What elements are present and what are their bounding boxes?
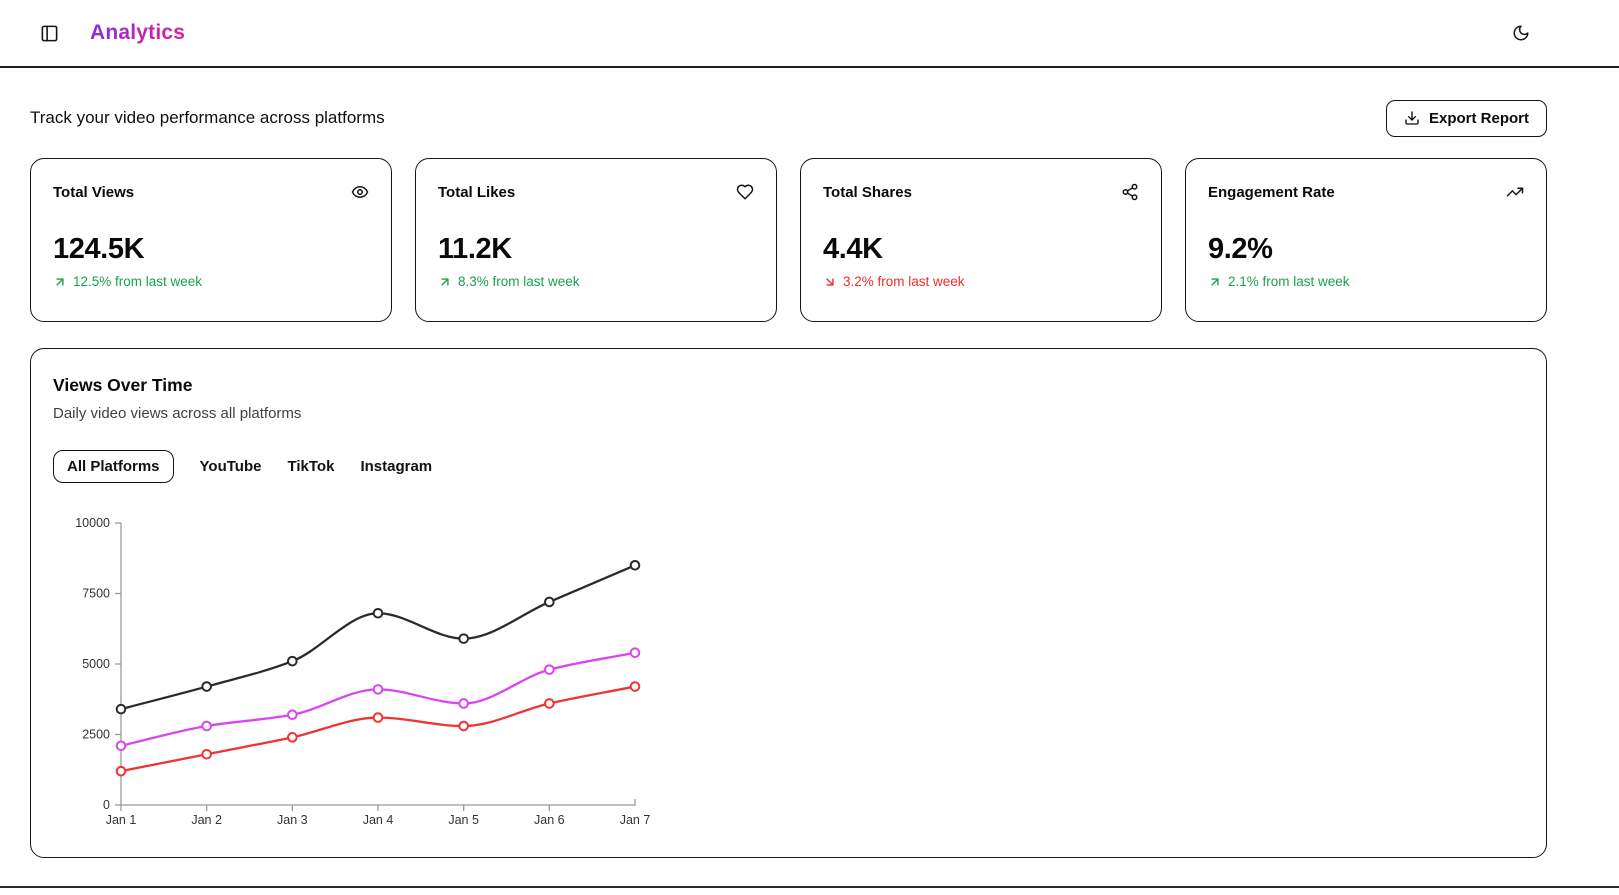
x-tick-label: Jan 4 — [363, 813, 394, 827]
export-report-label: Export Report — [1428, 109, 1529, 127]
stat-change: 3.2% from last week — [823, 274, 1139, 289]
arrow-down-right-icon — [826, 277, 834, 286]
download-icon — [1405, 111, 1419, 125]
page-description: Track your video performance across plat… — [30, 108, 385, 127]
stat-card-total-likes: Total Likes 11.2K 8.3% from last week — [415, 158, 777, 322]
chart-marker-black-series — [115, 703, 127, 715]
line-chart: 0 2500 5000 7500 10000 Jan 1 Jan 2 Jan 3 Jan 4 Ja… — [53, 505, 1524, 842]
tab-instagram[interactable]: Instagram — [360, 458, 433, 475]
moon-icon — [1513, 25, 1529, 41]
stat-title: Engagement Rate — [1208, 183, 1335, 201]
chart-marker-red-series — [458, 720, 469, 732]
chart-marker-red-series — [201, 748, 212, 760]
stat-change-label: 3.2% from last week — [843, 274, 965, 289]
tab-tiktok[interactable]: TikTok — [287, 458, 335, 475]
stat-value: 9.2% — [1208, 233, 1273, 265]
chart-marker-red-series — [372, 712, 384, 723]
chart-title: Views Over Time — [53, 375, 193, 395]
sidebar-toggle-button[interactable] — [32, 16, 66, 50]
chart-marker-magenta-series — [115, 740, 127, 752]
stat-title: Total Shares — [823, 183, 912, 201]
chart-marker-red-series — [544, 698, 555, 709]
app-header: Analytics — [0, 0, 1619, 68]
chart-marker-magenta-series — [201, 720, 212, 732]
y-tick-label: 0 — [103, 798, 110, 812]
x-tick-label: Jan 3 — [277, 813, 308, 827]
stat-change: 2.1% from last week — [1208, 274, 1524, 289]
stat-change-label: 8.3% from last week — [458, 274, 580, 289]
stats-row: Total Views 124.5K 12.5% from last week … — [30, 158, 1547, 322]
chart-marker-magenta-series — [372, 684, 384, 695]
chart-marker-magenta-series — [458, 698, 469, 709]
chart-marker-black-series — [629, 560, 641, 571]
chart-marker-red-series — [629, 681, 641, 692]
y-tick-label: 10000 — [75, 516, 110, 530]
chart-marker-magenta-series — [629, 647, 641, 659]
share-icon — [1122, 183, 1138, 201]
x-tick-label: Jan 2 — [191, 813, 222, 827]
stat-card-engagement-rate: Engagement Rate 9.2% 2.1% from last week — [1185, 158, 1547, 322]
chart-marker-red-series — [287, 732, 298, 743]
stat-change-label: 12.5% from last week — [73, 274, 203, 289]
chart-marker-black-series — [458, 633, 469, 644]
bottom-divider — [0, 886, 1619, 888]
chart-marker-magenta-series — [287, 709, 298, 721]
stat-change: 12.5% from last week — [53, 274, 369, 289]
views-line-chart-svg: 0 2500 5000 7500 10000 Jan 1 Jan 2 Jan 3 Jan 4 Ja… — [75, 516, 651, 827]
x-tick-label: Jan 5 — [448, 813, 479, 827]
chart-marker-black-series — [544, 596, 555, 608]
arrow-up-right-icon — [441, 277, 449, 286]
trending-up-icon — [1506, 187, 1524, 197]
heart-icon — [736, 184, 754, 200]
chart-marker-black-series — [287, 655, 298, 667]
stat-card-total-views: Total Views 124.5K 12.5% from last week — [30, 158, 392, 322]
export-report-button[interactable]: Export Report — [1385, 99, 1547, 137]
arrow-up-right-icon — [56, 277, 64, 286]
chart-line-magenta-series — [119, 651, 637, 747]
chart-marker-red-series — [115, 765, 127, 777]
stat-change: 8.3% from last week — [438, 274, 754, 289]
stat-title: Total Views — [53, 183, 135, 201]
stat-title: Total Likes — [438, 183, 516, 201]
platform-tabs: All Platforms YouTube TikTok Instagram — [53, 450, 1524, 483]
stat-card-total-shares: Total Shares 4.4K 3.2% from last week — [800, 158, 1162, 322]
stat-change-label: 2.1% from last week — [1228, 274, 1350, 289]
chart-marker-black-series — [372, 607, 384, 619]
y-tick-label: 5000 — [82, 657, 110, 671]
x-tick-label: Jan 6 — [534, 813, 565, 827]
y-tick-label: 2500 — [82, 728, 110, 742]
stat-value: 11.2K — [438, 233, 512, 265]
x-tick-label: Jan 7 — [620, 813, 651, 827]
chart-subtitle: Daily video views across all platforms — [53, 405, 302, 422]
views-over-time-card: Views Over Time Daily video views across… — [30, 348, 1547, 858]
arrow-up-right-icon — [1211, 277, 1219, 286]
chart-line-red-series — [119, 685, 637, 773]
tab-all-platforms[interactable]: All Platforms — [53, 450, 174, 483]
panel-left-icon — [41, 25, 57, 41]
eye-icon — [351, 186, 369, 198]
page-title: Analytics — [90, 21, 186, 44]
chart-marker-magenta-series — [544, 664, 555, 675]
tab-youtube[interactable]: YouTube — [199, 458, 262, 475]
chart-marker-black-series — [201, 681, 212, 692]
subheader: Track your video performance across plat… — [30, 96, 1547, 140]
y-tick-label: 7500 — [82, 587, 110, 601]
theme-toggle-button[interactable] — [1503, 15, 1539, 51]
stat-value: 4.4K — [823, 233, 883, 265]
x-tick-label: Jan 1 — [106, 813, 137, 827]
stat-value: 124.5K — [53, 233, 145, 265]
